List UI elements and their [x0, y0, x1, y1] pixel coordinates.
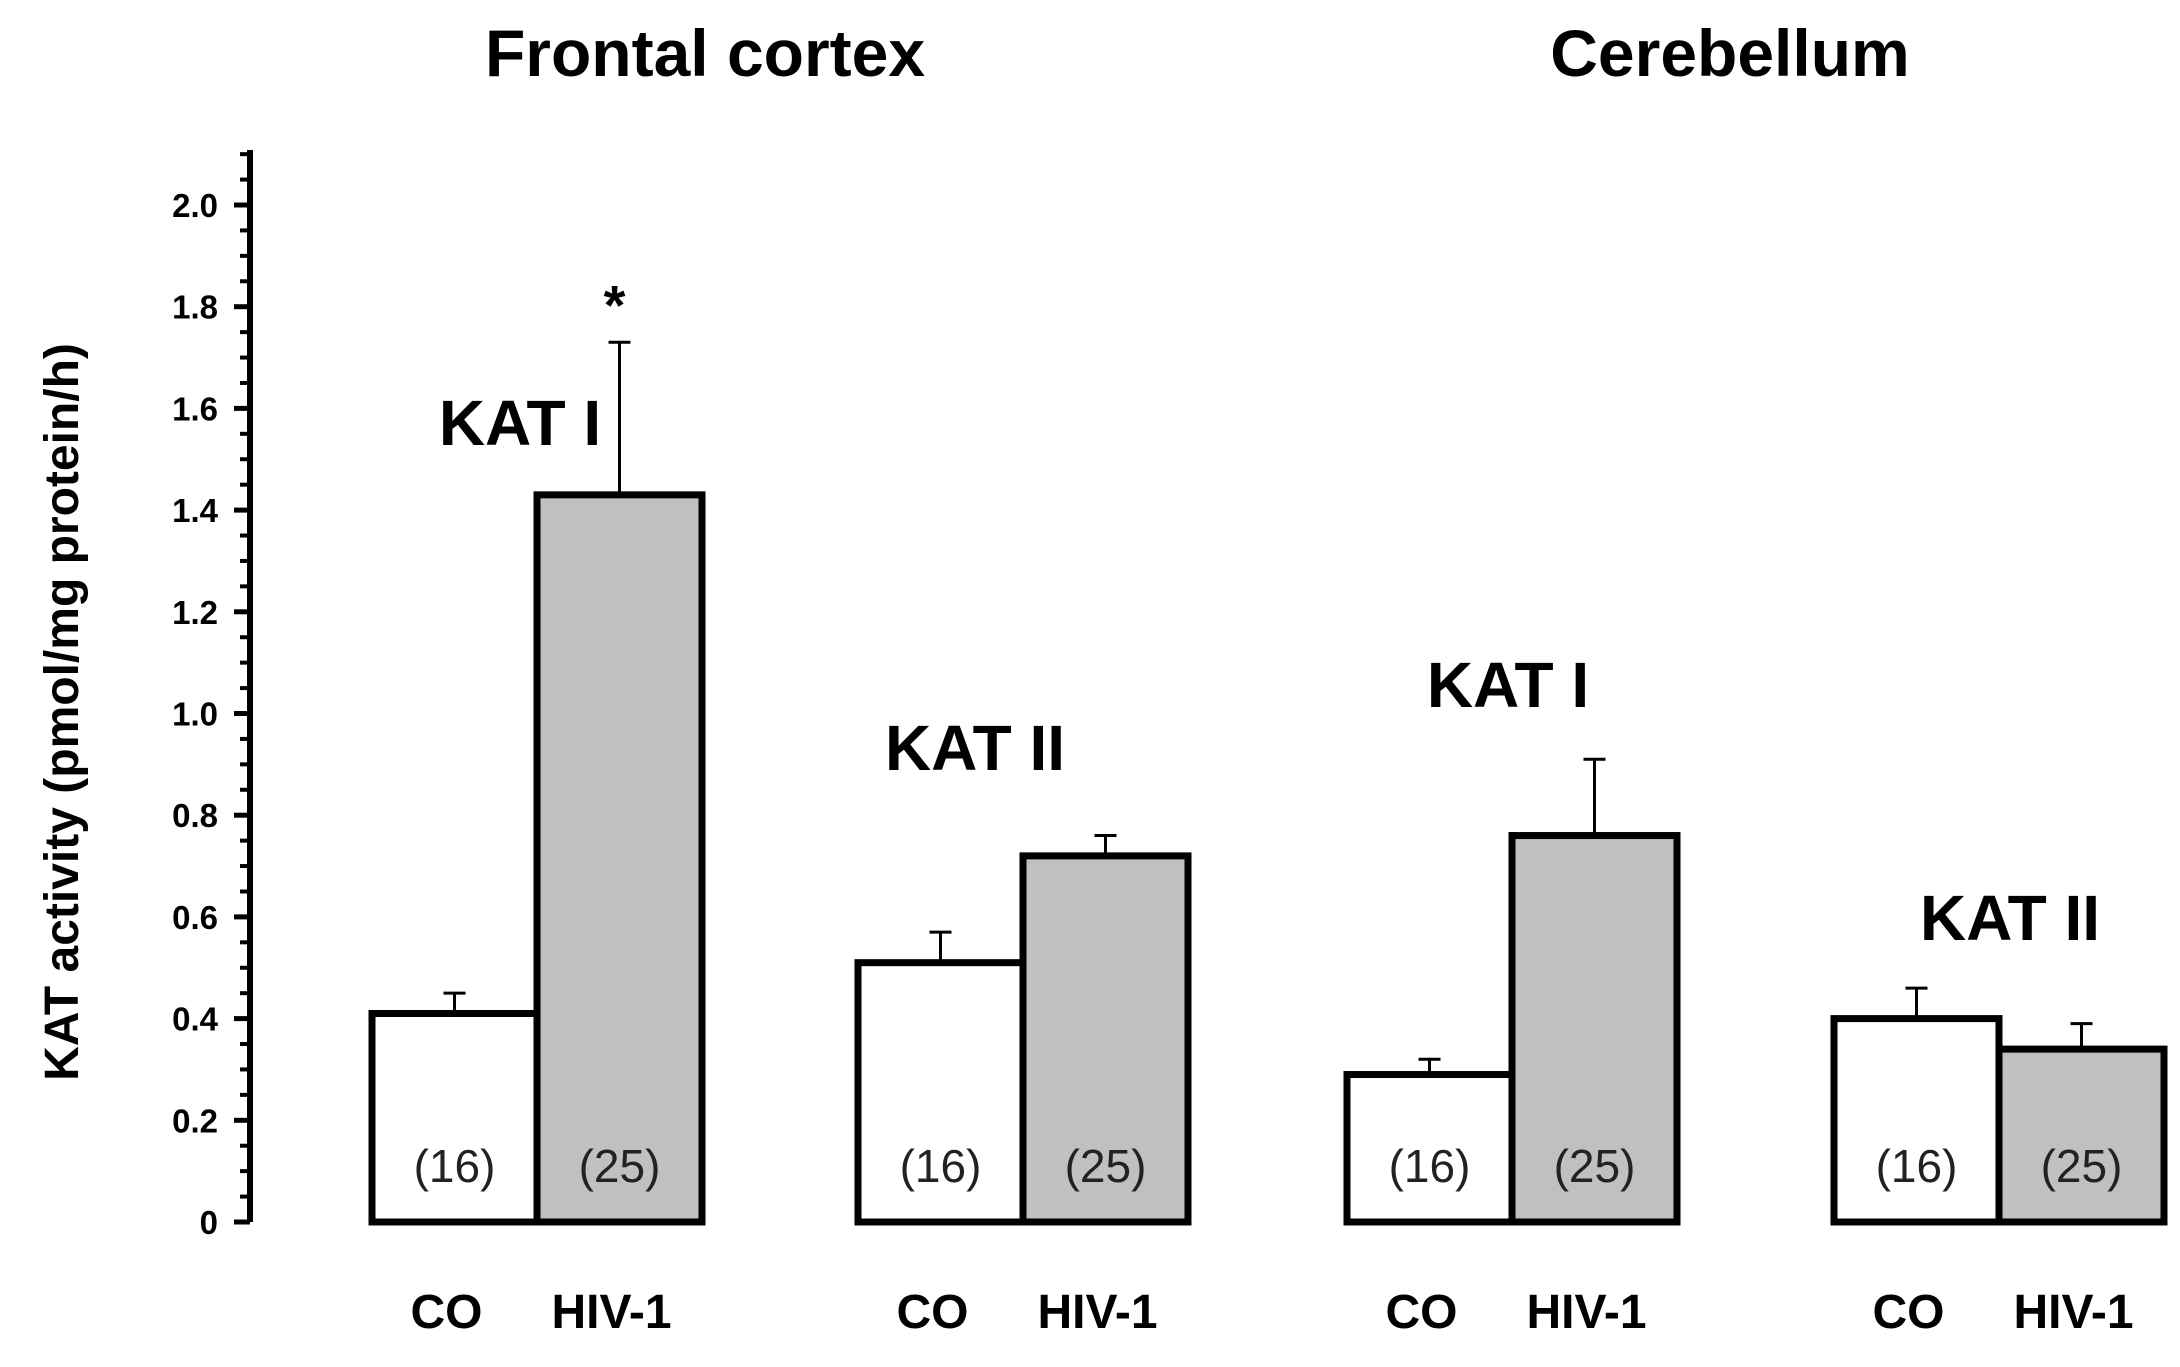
y-tick-label: 0.8: [172, 797, 218, 834]
y-tick-label: 0.2: [172, 1102, 218, 1139]
bar-co: [1830, 1015, 2003, 1226]
region-title: Frontal cortex: [485, 16, 925, 90]
y-tick-label: 1.8: [172, 289, 218, 326]
y-tick-label: 0.6: [172, 899, 218, 936]
condition-label: HIV-1: [1526, 1286, 1646, 1339]
condition-label: CO: [411, 1286, 483, 1339]
region-title: Cerebellum: [1550, 16, 1909, 90]
y-tick-label: 1.6: [172, 390, 218, 427]
y-tick-label: 0.4: [172, 1001, 219, 1038]
sample-size-label: (16): [1389, 1140, 1471, 1192]
sample-size-label: (16): [414, 1140, 496, 1192]
condition-label: CO: [897, 1286, 969, 1339]
bar-co: [854, 959, 1027, 1226]
bar-co: [368, 1010, 541, 1226]
group-label: KAT I: [439, 387, 601, 459]
y-tick-label: 1.2: [172, 594, 218, 631]
condition-label: CO: [1386, 1286, 1458, 1339]
bar-co: [1343, 1071, 1516, 1226]
group-label: KAT II: [1920, 882, 2100, 954]
sample-size-label: (25): [2041, 1140, 2123, 1192]
y-tick-label: 1.4: [172, 492, 219, 529]
sample-size-label: (16): [1876, 1140, 1958, 1192]
bar-hiv-1: [1019, 852, 1192, 1226]
bar-layer: [368, 340, 2168, 1226]
condition-label: HIV-1: [551, 1286, 671, 1339]
y-axis-title: KAT activity (pmol/mg protein/h): [36, 343, 89, 1081]
condition-label: HIV-1: [1037, 1286, 1157, 1339]
condition-label: CO: [1873, 1286, 1945, 1339]
sample-size-label: (25): [1065, 1140, 1147, 1192]
group-label: KAT II: [885, 712, 1065, 784]
sample-size-label: (25): [1554, 1140, 1636, 1192]
y-tick-label: 2.0: [172, 187, 218, 224]
sample-size-label: (16): [900, 1140, 982, 1192]
bar-hiv-1: [1995, 1045, 2168, 1226]
sample-size-label: (25): [579, 1140, 661, 1192]
y-axis: 0 0.2 0.4 0.6 0.8 1.0 1.2 1.4 1.6 1.8 2.0 KAT activ…: [36, 150, 253, 1241]
y-tick-label: 1.0: [172, 696, 218, 733]
group-label: KAT I: [1427, 649, 1589, 721]
significance-marker: *: [604, 273, 626, 336]
bar-hiv-1: [533, 491, 706, 1226]
condition-label: HIV-1: [2013, 1286, 2133, 1339]
y-tick-label: 0: [200, 1204, 218, 1241]
bar-hiv-1: [1508, 832, 1681, 1226]
